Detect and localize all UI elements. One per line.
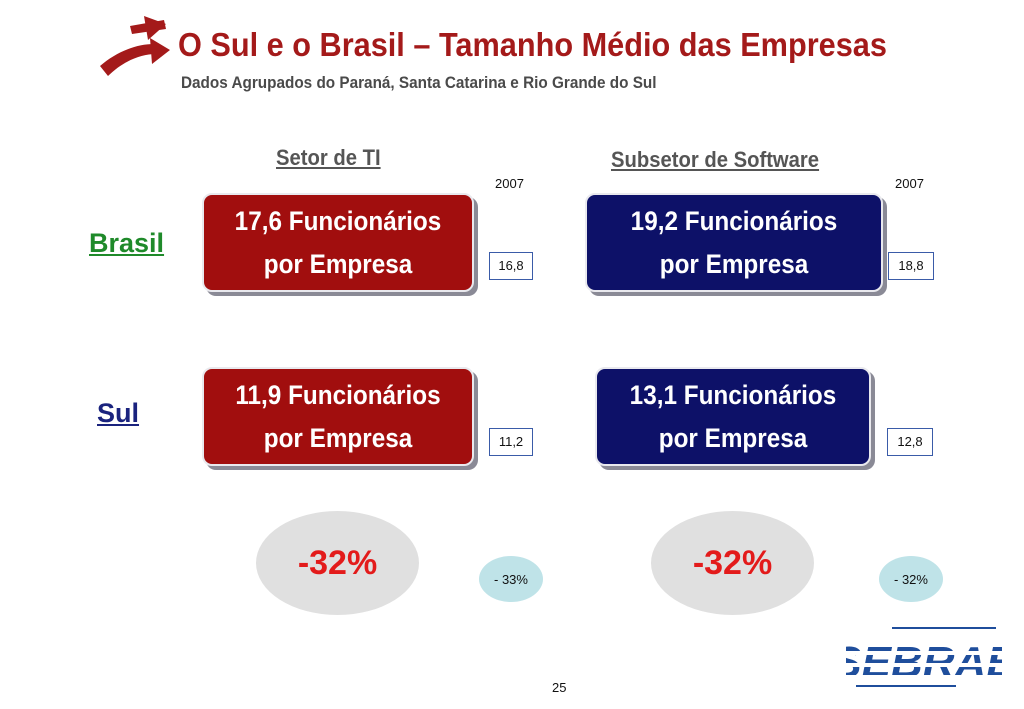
metric-box-ti-brasil: 17,6 Funcionários por Empresa [202, 193, 474, 292]
previous-difference-ti: - 33% [479, 556, 543, 602]
comparison-value-software-sul: 12,8 [887, 428, 933, 456]
column-heading-software: Subsetor de Software [611, 147, 820, 172]
previous-difference-software: - 32% [879, 556, 943, 602]
column-heading-ti: Setor de TI [276, 145, 381, 170]
year-label-ti: 2007 [495, 176, 524, 191]
comparison-value-ti-sul: 11,2 [489, 428, 533, 456]
difference-ellipse-software: -32% [651, 511, 814, 615]
metric-box-software-brasil: 19,2 Funcionários por Empresa [585, 193, 883, 292]
row-label-sul: Sul [97, 398, 140, 428]
metric-box-software-sul: 13,1 Funcionários por Empresa [595, 367, 871, 466]
year-label-software: 2007 [895, 176, 924, 191]
sebrae-logo: SEBRAE [846, 627, 1002, 687]
page-number: 25 [552, 680, 567, 695]
metric-line1: 13,1 Funcionários [629, 379, 837, 410]
metric-line2: por Empresa [658, 422, 808, 453]
row-label-brasil: Brasil [89, 228, 165, 258]
page-title: O Sul e o Brasil – Tamanho Médio das Emp… [178, 26, 887, 63]
arrow-logo-icon [100, 16, 170, 76]
metric-line2: por Empresa [659, 248, 809, 279]
comparison-value-software-brasil: 18,8 [888, 252, 934, 280]
metric-line1: 17,6 Funcionários [234, 205, 442, 236]
sebrae-logo-text: SEBRAE [846, 638, 1002, 687]
metric-line2: por Empresa [263, 422, 413, 453]
metric-box-ti-sul: 11,9 Funcionários por Empresa [202, 367, 474, 466]
page-subtitle: Dados Agrupados do Paraná, Santa Catarin… [181, 73, 657, 92]
comparison-value-ti-brasil: 16,8 [489, 252, 533, 280]
metric-line1: 11,9 Funcionários [235, 379, 441, 410]
metric-line2: por Empresa [263, 248, 413, 279]
difference-ellipse-ti: -32% [256, 511, 419, 615]
metric-line1: 19,2 Funcionários [630, 205, 838, 236]
